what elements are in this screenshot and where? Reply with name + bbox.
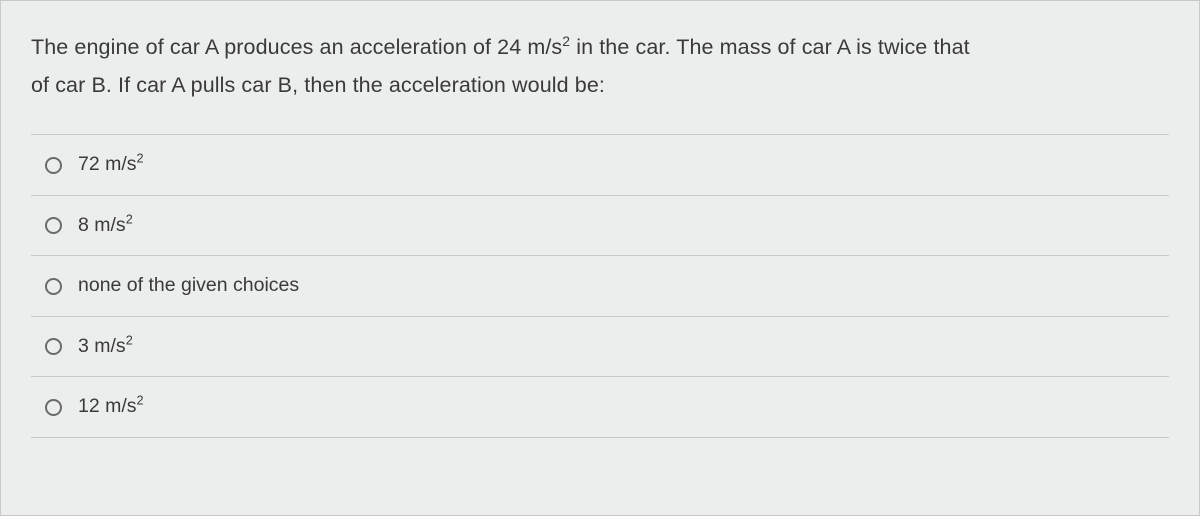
question-exp1: 2 <box>562 33 570 49</box>
radio-icon[interactable] <box>45 399 62 416</box>
option-row[interactable]: none of the given choices <box>31 256 1169 317</box>
quiz-container: The engine of car A produces an accelera… <box>0 0 1200 516</box>
radio-icon[interactable] <box>45 217 62 234</box>
radio-icon[interactable] <box>45 278 62 295</box>
question-line2: of car B. If car A pulls car B, then the… <box>31 73 605 97</box>
option-row[interactable]: 72 m/s2 <box>31 135 1169 196</box>
option-label: 72 m/s2 <box>78 155 144 175</box>
option-exp: 2 <box>126 212 133 226</box>
option-value: 8 m/s <box>78 214 126 236</box>
option-label: 8 m/s2 <box>78 216 133 236</box>
option-row[interactable]: 12 m/s2 <box>31 377 1169 438</box>
option-exp: 2 <box>126 333 133 347</box>
option-value: 12 m/s <box>78 395 137 417</box>
radio-icon[interactable] <box>45 157 62 174</box>
option-value: 3 m/s <box>78 335 126 357</box>
option-label: 3 m/s2 <box>78 337 133 357</box>
radio-icon[interactable] <box>45 338 62 355</box>
option-row[interactable]: 3 m/s2 <box>31 317 1169 378</box>
option-label: 12 m/s2 <box>78 397 144 417</box>
question-text: The engine of car A produces an accelera… <box>31 29 1169 104</box>
question-line1a: The engine of car A produces an accelera… <box>31 35 562 59</box>
option-row[interactable]: 8 m/s2 <box>31 196 1169 257</box>
option-value: 72 m/s <box>78 153 137 175</box>
options-list: 72 m/s2 8 m/s2 none of the given choices… <box>31 134 1169 438</box>
option-value: none of the given choices <box>78 274 299 296</box>
option-label: none of the given choices <box>78 276 299 296</box>
option-exp: 2 <box>137 394 144 408</box>
question-line1b: in the car. The mass of car A is twice t… <box>570 35 970 59</box>
option-exp: 2 <box>137 152 144 166</box>
